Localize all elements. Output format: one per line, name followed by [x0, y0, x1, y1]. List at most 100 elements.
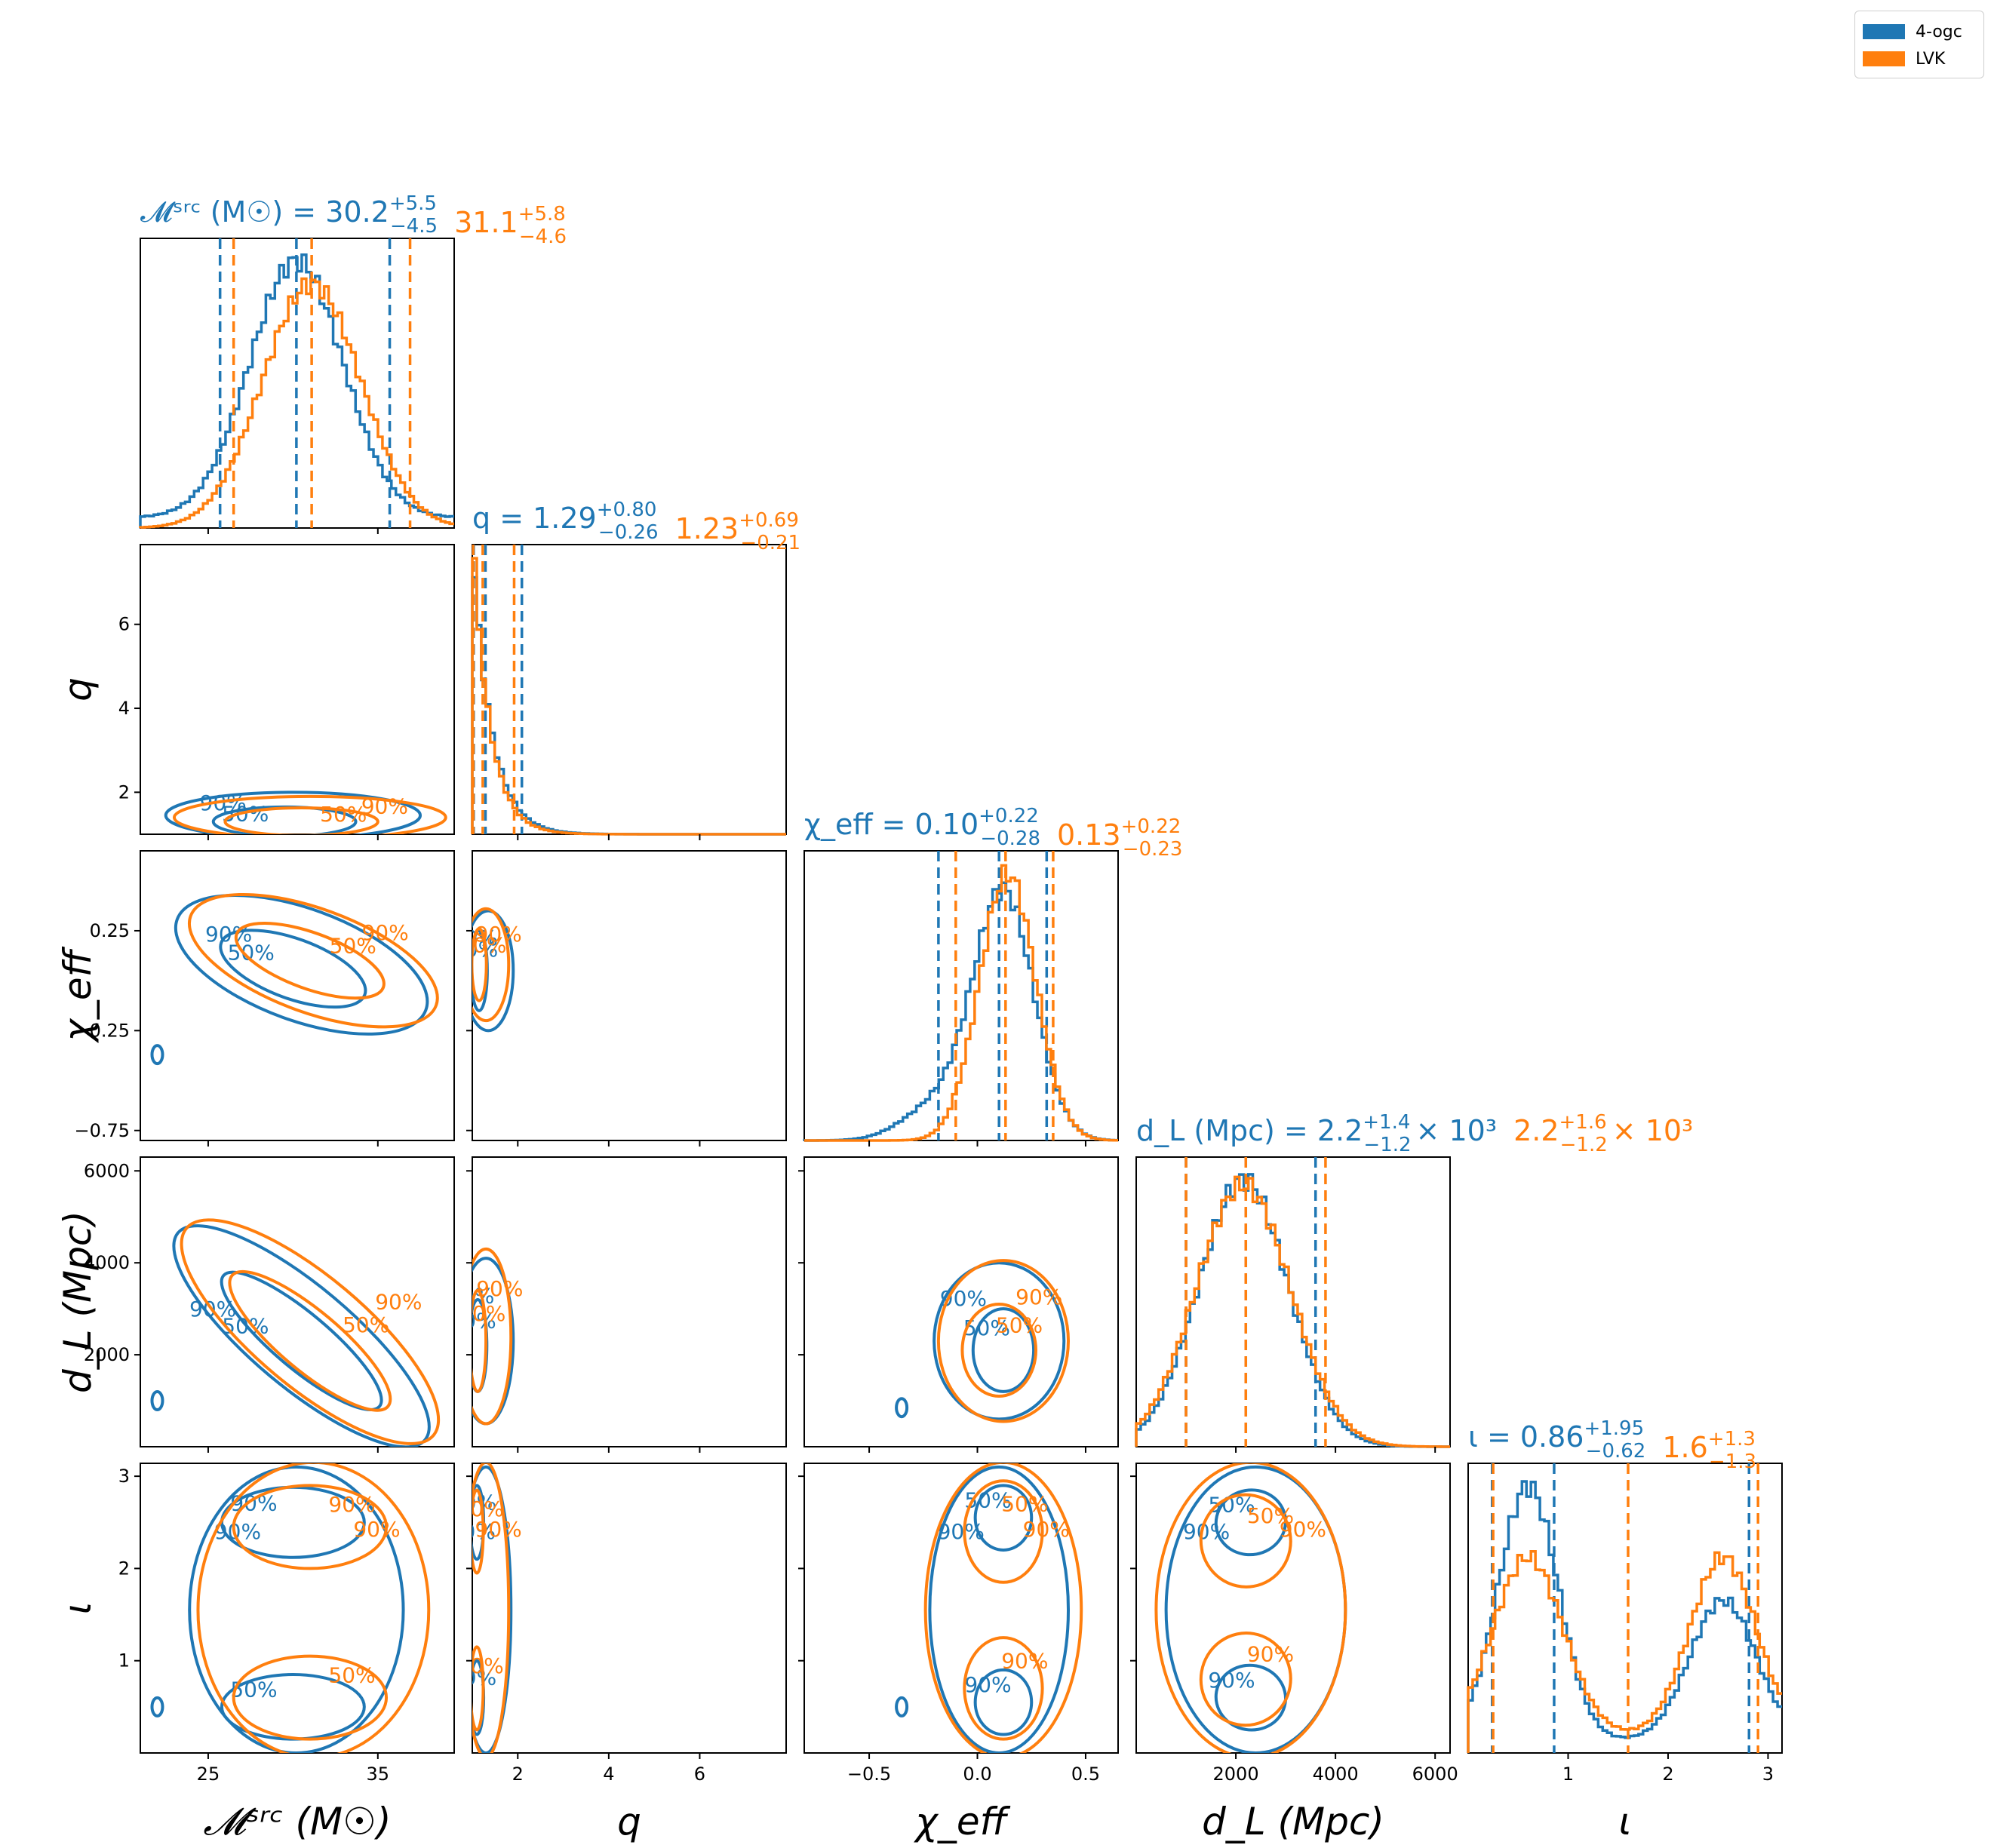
panel-title-mchirp: 𝓜ˢʳᶜ (M☉) = 30.2+5.5 −4.5 31.1+5.8 −4.6	[140, 192, 567, 248]
contour-level-label: 90%	[1023, 1517, 1070, 1542]
contour-level-label: 90%	[375, 1289, 422, 1314]
contour-panel-chi_eff-dl: 50%90%50%90%	[798, 1156, 1119, 1453]
contour-LVK-2	[472, 1463, 511, 1753]
y-tick-label-chi_eff: −0.25	[74, 1020, 130, 1041]
hist-step-4-ogc	[1467, 1480, 1782, 1753]
axes-frame	[472, 1463, 787, 1754]
contour-panel-q-chi_eff: 50%90%50%90%	[466, 850, 787, 1147]
y-tick-label-dl: 6000	[84, 1160, 130, 1181]
contour-level-label: 50%	[459, 1301, 505, 1326]
x-tick-label-inc: 3	[1762, 1764, 1774, 1785]
contour-LVK-0	[232, 1654, 389, 1741]
axes-frame	[1135, 1156, 1451, 1447]
contour-4-ogc-2	[928, 1465, 1070, 1753]
title-minus-error: −0.26	[598, 521, 659, 544]
contour-island	[150, 1390, 164, 1412]
hist-panel-dl	[1135, 1156, 1451, 1453]
title-minus-error: −1.2	[1560, 1134, 1608, 1156]
title-plus-error: +1.95	[1584, 1417, 1644, 1440]
contour-level-label: 50%	[328, 1662, 375, 1687]
contour-level-label: 50%	[330, 933, 376, 958]
contour-4-ogc-1	[172, 1224, 431, 1447]
hist-step-LVK	[1467, 1549, 1782, 1753]
contour-level-label: 50%	[1247, 1503, 1294, 1528]
x-tick-label-dl: 2000	[1213, 1764, 1259, 1785]
contour-4-ogc-2	[188, 1465, 405, 1753]
title-value-4-ogc: d_L (Mpc) = 2.2	[1136, 1114, 1363, 1147]
title-plus-error: +0.80	[597, 499, 657, 521]
panel-title-dl: d_L (Mpc) = 2.2+1.4 −1.2 × 10³ 2.2+1.6 −1.2 ×…	[1136, 1111, 1693, 1156]
contour-level-label: 90%	[457, 1653, 504, 1678]
legend-label-lvk: LVK	[1916, 49, 1946, 69]
contour-LVK-1	[472, 1645, 485, 1732]
contour-level-label: 90%	[1280, 1517, 1326, 1542]
contour-panel-mchirp-chi_eff: 50%90% 50%90% −0.75 −0.25 0.25	[74, 850, 455, 1147]
legend-label-4ogc: 4-ogc	[1916, 22, 1962, 41]
contour-panel-q-inc: 50%90%90%50%90%90%2 4 6	[450, 1463, 787, 1785]
hist-panel-inc: 1 2 3	[1467, 1463, 1783, 1785]
contour-level-label: 50%	[450, 1490, 496, 1515]
legend-swatch-blue	[1863, 24, 1905, 39]
y-tick-label-inc: 3	[118, 1466, 130, 1487]
y-tick-label-q: 6	[118, 614, 130, 635]
contour-LVK-1	[173, 794, 447, 834]
contour-4-ogc-0	[973, 1484, 1034, 1552]
panel-title-q: q = 1.29+0.80 −0.26 1.23+0.69 −0.21	[472, 499, 800, 554]
panel-title-chi_eff: χ_eff = 0.10+0.22 −0.28 0.13+0.22 −0.23	[804, 805, 1182, 861]
contour-island	[150, 1696, 164, 1718]
contour-level-label: 50%	[1001, 1492, 1048, 1517]
contour-group: 50%90%50%90%	[472, 907, 522, 1033]
title-plus-error: +1.6	[1559, 1111, 1607, 1134]
x-tick-label-q: 6	[694, 1764, 705, 1785]
title-value-4-ogc: χ_eff = 0.10	[804, 808, 979, 841]
contour-panel-mchirp-q: 50%90% 50%90% 2 4 6	[118, 544, 455, 840]
y-axis-label-q: q	[56, 677, 100, 701]
contour-level-label: 90%	[938, 1519, 985, 1544]
x-axis-label-q: q	[617, 1800, 641, 1843]
contour-group: 50%90%90%50%90%90%	[1154, 1463, 1347, 1753]
contour-LVK-1	[472, 1247, 513, 1426]
contour-level-label: 90%	[1247, 1642, 1294, 1667]
title-plus-error: +1.3	[1708, 1428, 1756, 1450]
title-value-LVK: 1.23	[675, 512, 739, 545]
contour-LVK-1	[472, 907, 511, 1023]
y-tick-label-dl: 4000	[84, 1252, 130, 1273]
x-tick-label-q: 2	[512, 1764, 524, 1785]
contour-island	[150, 1044, 164, 1066]
contour-LVK-1	[232, 1484, 389, 1570]
contour-4-ogc-2	[472, 1465, 513, 1753]
contour-LVK-0	[960, 1303, 1037, 1398]
x-axis-label-dl: d_L (Mpc)	[1202, 1800, 1384, 1843]
contour-4-ogc-1	[973, 1668, 1034, 1736]
contour-level-label: 90%	[361, 794, 408, 818]
contour-level-label: 90%	[475, 1517, 522, 1542]
contour-level-label: 50%	[222, 802, 269, 827]
title-plus-error: +0.22	[1121, 815, 1181, 838]
title-minus-error: −0.23	[1123, 838, 1183, 861]
axes-frame	[472, 850, 787, 1141]
contour-4-ogc-1	[174, 894, 429, 1036]
contour-level-label: 50%	[320, 802, 367, 827]
title-plus-error: +0.22	[979, 805, 1039, 827]
contour-group: 50%90%90%50%90%90%	[150, 1463, 431, 1753]
title-minus-error: −0.28	[980, 827, 1040, 850]
title-plus-error: +1.4	[1363, 1111, 1410, 1134]
contour-level-label: 90%	[1001, 1648, 1048, 1673]
contour-group: 50%90%50%90%	[459, 1247, 523, 1426]
contour-level-label: 90%	[475, 922, 522, 947]
x-axis-label-mchirp: 𝓜ˢʳᶜ (M☉)	[204, 1800, 392, 1843]
y-tick-label-chi_eff: −0.75	[74, 1120, 130, 1141]
x-tick-label-chi_eff: −0.5	[847, 1764, 891, 1785]
contour-level-label: 90%	[1183, 1519, 1230, 1544]
contour-4-ogc-1	[164, 790, 422, 834]
y-tick-label-chi_eff: 0.25	[90, 920, 130, 941]
y-tick-label-q: 2	[118, 781, 130, 803]
contour-LVK-2	[923, 1463, 1083, 1753]
axes-frame	[140, 1463, 455, 1754]
contour-group: 50%90%90%50%90%90%	[450, 1463, 522, 1753]
title-value-4-ogc: q = 1.29	[472, 502, 597, 535]
contour-LVK-1	[936, 1259, 1071, 1423]
contour-level-label: 90%	[361, 920, 408, 945]
contour-level-label: 90%	[476, 1276, 523, 1301]
title-minus-error: −4.5	[390, 215, 438, 238]
